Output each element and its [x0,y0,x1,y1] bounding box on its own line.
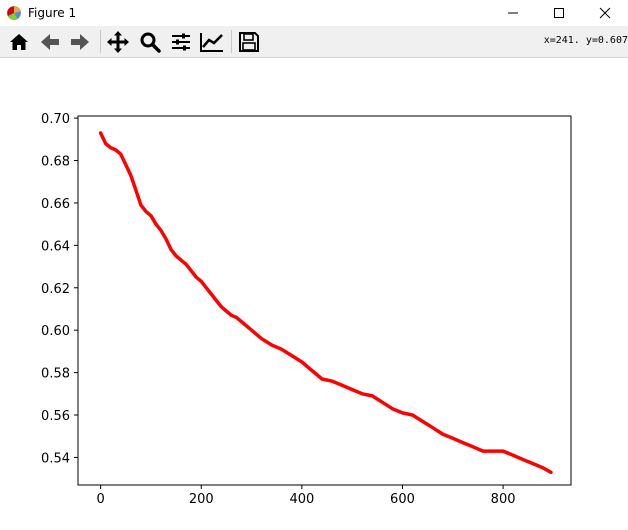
y-tick-label: 0.56 [41,409,70,424]
forward-button[interactable] [66,28,94,55]
zoom-icon [140,32,161,53]
y-tick-label: 0.60 [41,324,70,339]
maximize-button[interactable] [536,0,582,26]
y-tick-label: 0.68 [41,155,70,170]
minimize-button[interactable] [490,0,536,26]
subplots-button[interactable] [167,28,195,55]
close-icon [599,7,611,19]
y-tick-label: 0.66 [41,197,70,212]
y-tick-label: 0.58 [41,367,70,382]
x-tick-label: 600 [390,492,415,507]
cursor-coordinates: x=241. y=0.607 [543,35,628,46]
pan-icon [107,30,129,53]
toolbar: x=241. y=0.607 [0,26,628,58]
back-button[interactable] [36,28,64,55]
line-chart[interactable]: 0 200 400 600 800 0.54 0.56 0.58 0.60 0.62 0.64 0.6… [0,58,628,526]
x-tick-label: 800 [491,492,516,507]
toolbar-separator [231,30,232,53]
x-tick-label: 200 [189,492,214,507]
close-button[interactable] [582,0,628,26]
x-tick-label: 400 [289,492,314,507]
axes-frame [77,115,572,486]
y-tick-label: 0.70 [41,112,70,127]
app-icon [7,6,21,20]
save-button[interactable] [235,28,263,55]
toolbar-separator [100,30,101,53]
edit-curve-button[interactable] [198,28,226,55]
edit-curve-icon [200,32,223,52]
figure-canvas[interactable]: 0 200 400 600 800 0.54 0.56 0.58 0.60 0.62 0.64 0.6… [0,58,628,526]
forward-arrow-icon [71,33,89,50]
home-icon [10,33,28,50]
back-arrow-icon [41,33,59,50]
subplots-icon [172,33,190,50]
title-bar: Figure 1 [0,0,628,26]
y-tick-label: 0.54 [41,451,70,466]
y-tick-label: 0.64 [41,239,70,254]
minimize-icon [508,12,518,14]
series-line [98,131,553,475]
window-title: Figure 1 [28,6,77,20]
x-tick-label: 0 [96,492,104,507]
zoom-button[interactable] [136,28,164,55]
home-button[interactable] [5,28,33,55]
pan-button[interactable] [104,28,132,55]
maximize-icon [554,8,564,18]
save-icon [239,31,259,52]
y-tick-label: 0.62 [41,282,70,297]
